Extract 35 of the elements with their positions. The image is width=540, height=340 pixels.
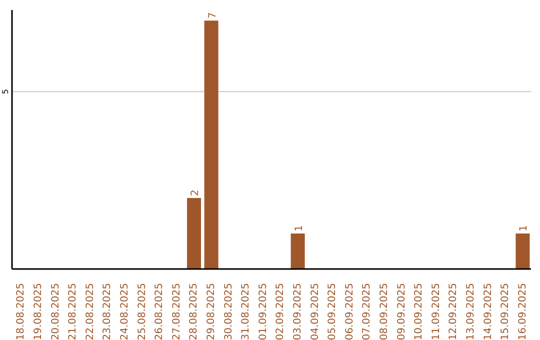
x-tick-label: 31.08.2025	[240, 283, 252, 340]
x-tick-label: 06.09.2025	[344, 283, 356, 340]
x-tick-label: 18.08.2025	[16, 283, 27, 340]
x-tick-label: 05.09.2025	[327, 283, 338, 340]
x-tick-label: 12.09.2025	[448, 283, 460, 340]
x-tick-label: 13.09.2025	[465, 283, 476, 340]
x-tick-label: 14.09.2025	[482, 283, 494, 340]
x-tick-label: 10.09.2025	[414, 283, 425, 340]
x-tick-label: 11.09.2025	[430, 283, 442, 340]
x-tick-label: 09.09.2025	[396, 283, 408, 340]
x-tick-label: 15.09.2025	[500, 283, 512, 340]
x-tick-label: 07.09.2025	[362, 283, 373, 340]
x-tick-label: 01.09.2025	[258, 283, 269, 340]
x-tick-label: 22.08.2025	[84, 283, 96, 340]
x-tick-label: 23.08.2025	[102, 283, 114, 340]
x-tick-label: 08.09.2025	[378, 283, 390, 340]
data-label: 7	[207, 12, 218, 19]
x-tick-label: 02.09.2025	[275, 283, 286, 340]
x-tick-label: 28.08.2025	[188, 283, 200, 340]
x-tick-label: 19.08.2025	[32, 283, 44, 340]
data-label: 1	[294, 225, 305, 232]
x-tick-label: 04.09.2025	[310, 283, 321, 340]
x-tick-label: 20.08.2025	[50, 283, 62, 340]
x-tick-label: 21.08.2025	[68, 283, 79, 340]
x-tick-label: 29.08.2025	[206, 283, 217, 340]
x-tick-label: 27.08.2025	[171, 283, 182, 340]
x-tick-label: 24.08.2025	[119, 283, 130, 340]
x-tick-label: 03.09.2025	[292, 283, 304, 340]
x-tick-label: 26.08.2025	[154, 283, 166, 340]
y-tick-label: 5	[1, 89, 10, 94]
x-tick-label: 25.08.2025	[136, 283, 148, 340]
data-label: 2	[190, 190, 201, 196]
data-label: 1	[518, 225, 530, 232]
x-tick-label: 30.08.2025	[223, 283, 234, 340]
x-tick-label: 16.09.2025	[517, 283, 528, 340]
